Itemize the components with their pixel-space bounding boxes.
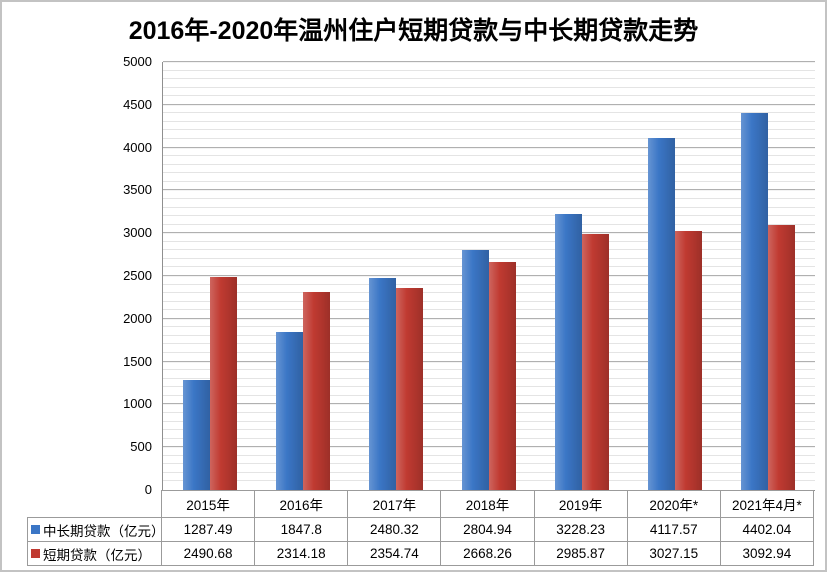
- table-header-cell: 2018年: [441, 490, 535, 518]
- major-gridline: [163, 146, 815, 148]
- y-axis-tick-label: 1500: [123, 353, 152, 369]
- plot-area: [162, 61, 815, 491]
- minor-gridline: [163, 155, 815, 157]
- minor-gridline: [163, 163, 815, 165]
- legend-swatch-icon: [31, 549, 40, 558]
- bar-group: [163, 62, 256, 490]
- bar: [488, 261, 516, 490]
- table-value-cell: 2490.68: [162, 542, 256, 566]
- minor-gridline: [163, 206, 815, 208]
- y-axis-tick-label: 1000: [123, 396, 152, 412]
- table-value-cell: 1287.49: [162, 518, 256, 542]
- y-axis-tick-label: 5000: [123, 54, 152, 69]
- table-header-cell: 2020年*: [627, 490, 721, 518]
- bar: [368, 277, 396, 490]
- legend-label: 短期贷款（亿元）: [43, 547, 151, 563]
- minor-gridline: [163, 86, 815, 88]
- table-value-cell: 2314.18: [255, 542, 349, 566]
- y-axis-tick-label: 4000: [123, 139, 152, 155]
- major-gridline: [163, 103, 815, 105]
- table-header-cell: 2015年: [162, 490, 256, 518]
- bar: [395, 288, 423, 490]
- bar: [741, 113, 769, 490]
- bar: [461, 249, 489, 490]
- bar: [555, 213, 583, 490]
- data-table: 2015年 2016年 2017年 2018年 2019年 2020年* 2021年4月* 中…: [27, 490, 814, 566]
- y-axis-tick-label: 2000: [123, 310, 152, 326]
- y-axis-tick-label: 4500: [123, 96, 152, 112]
- bar-group: [256, 62, 349, 490]
- legend-label: 中长期贷款（亿元）: [43, 523, 162, 539]
- table-header-cell: 2019年: [534, 490, 628, 518]
- legend-cell: 中长期贷款（亿元）: [27, 518, 162, 542]
- minor-gridline: [163, 257, 815, 259]
- minor-gridline: [163, 138, 815, 140]
- minor-gridline: [163, 240, 815, 242]
- bar-group: [722, 62, 815, 490]
- minor-gridline: [163, 78, 815, 80]
- bar-group: [629, 62, 722, 490]
- y-axis: 0 500 1000 1500 2000 2500 3000 3500 4000 4500 5000: [2, 54, 152, 497]
- bar: [675, 230, 703, 490]
- table-value-cell: 1847.8: [255, 518, 349, 542]
- minor-gridline: [163, 197, 815, 199]
- table-value-cell: 4402.04: [720, 518, 814, 542]
- minor-gridline: [163, 95, 815, 97]
- minor-gridline: [163, 180, 815, 182]
- table-value-cell: 2804.94: [441, 518, 535, 542]
- table-value-cell: 3228.23: [534, 518, 628, 542]
- major-gridline: [163, 232, 815, 234]
- legend-cell: 短期贷款（亿元）: [27, 542, 162, 566]
- minor-gridline: [163, 249, 815, 251]
- minor-gridline: [163, 172, 815, 174]
- bar-group: [349, 62, 442, 490]
- minor-gridline: [163, 69, 815, 71]
- table-value-cell: 2480.32: [348, 518, 442, 542]
- y-axis-tick-label: 500: [130, 439, 152, 455]
- y-axis-tick-label: 3500: [123, 182, 152, 198]
- table-header-cell: 2016年: [255, 490, 349, 518]
- table-value-cell: 3092.94: [720, 542, 814, 566]
- minor-gridline: [163, 112, 815, 114]
- bar: [275, 331, 303, 490]
- minor-gridline: [163, 120, 815, 122]
- minor-gridline: [163, 223, 815, 225]
- bar: [182, 379, 210, 490]
- table-header-cell: 2017年: [348, 490, 442, 518]
- y-axis-tick-label: 2500: [123, 268, 152, 283]
- bar: [582, 234, 610, 490]
- major-gridline: [163, 61, 815, 62]
- table-value-cell: 2985.87: [534, 542, 628, 566]
- bar: [768, 225, 796, 490]
- bars-layer: [163, 62, 815, 490]
- table-header-cell: 2021年4月*: [720, 490, 814, 518]
- bar-group: [536, 62, 629, 490]
- chart-title: 2016年-2020年温州住户短期贷款与中长期贷款走势: [128, 17, 699, 45]
- bar-group: [442, 62, 535, 490]
- table-corner-cell: [27, 490, 162, 518]
- y-axis-tick-label: 3000: [123, 225, 152, 241]
- table-value-cell: 3027.15: [627, 542, 721, 566]
- legend-swatch-icon: [31, 525, 40, 534]
- minor-gridline: [163, 129, 815, 131]
- bar: [648, 137, 676, 490]
- bar: [209, 276, 237, 490]
- table-value-cell: 4117.57: [627, 518, 721, 542]
- major-gridline: [163, 189, 815, 191]
- table-value-cell: 2668.26: [441, 542, 535, 566]
- y-axis-tick-label: 0: [144, 482, 152, 497]
- bar: [302, 291, 330, 490]
- table-value-cell: 2354.74: [348, 542, 442, 566]
- minor-gridline: [163, 215, 815, 217]
